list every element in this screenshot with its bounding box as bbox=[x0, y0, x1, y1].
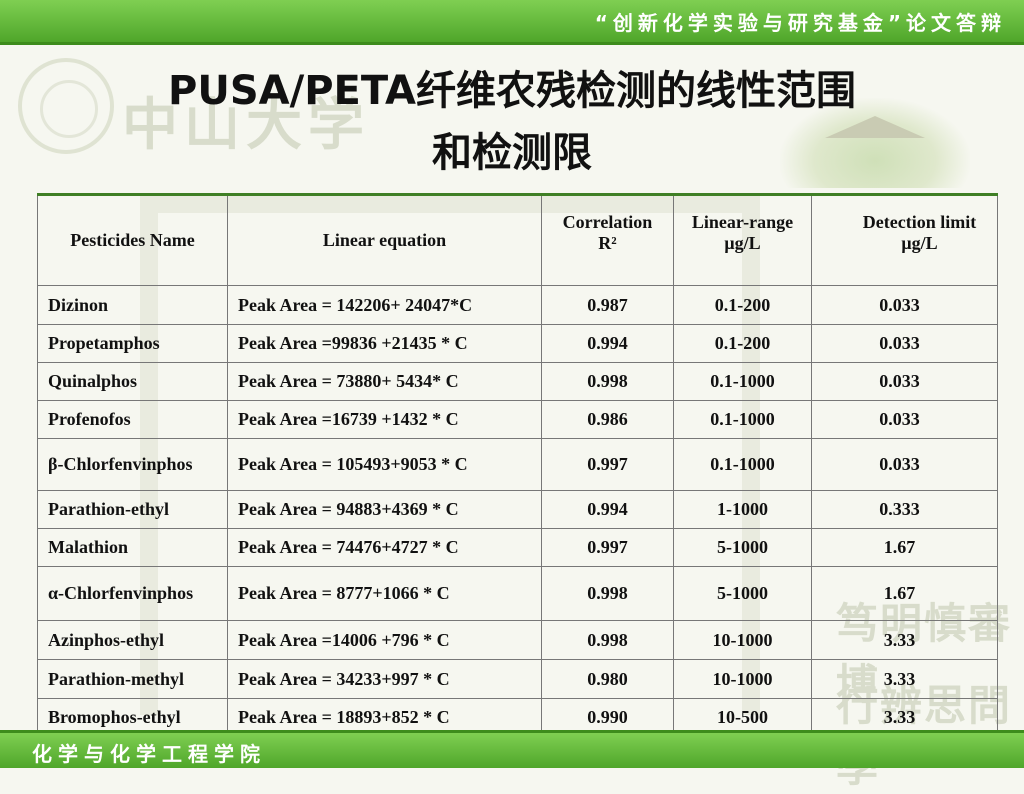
table-row: β-Chlorfenvinphos Peak Area = 105493+9053… bbox=[37, 438, 998, 491]
cell-linear-range: 0.1-200 bbox=[673, 324, 812, 363]
footer-text: 化学与化学工程学院 bbox=[32, 742, 266, 766]
cell-linear-range: 5-1000 bbox=[673, 528, 812, 567]
cell-linear-range: 5-1000 bbox=[673, 566, 812, 621]
header-title: “创新化学实验与研究基金”论文答辩 bbox=[594, 11, 1006, 35]
header-pesticide-name: Pesticides Name bbox=[37, 194, 228, 286]
cell-correlation: 0.998 bbox=[541, 362, 674, 401]
cell-detection-limit: 1.67 bbox=[811, 566, 998, 621]
pavilion-image bbox=[780, 98, 970, 188]
cell-linear-equation: Peak Area = 94883+4369 * C bbox=[227, 490, 542, 529]
cell-linear-range: 0.1-200 bbox=[673, 285, 812, 325]
cell-correlation: 0.994 bbox=[541, 324, 674, 363]
cell-pesticide-name: Propetamphos bbox=[37, 324, 228, 363]
cell-pesticide-name: Malathion bbox=[37, 528, 228, 567]
cell-correlation: 0.997 bbox=[541, 528, 674, 567]
cell-correlation: 0.994 bbox=[541, 490, 674, 529]
cell-linear-equation: Peak Area = 74476+4727 * C bbox=[227, 528, 542, 567]
cell-linear-equation: Peak Area =99836 +21435 * C bbox=[227, 324, 542, 363]
cell-detection-limit: 1.67 bbox=[811, 528, 998, 567]
table-row: Quinalphos Peak Area = 73880+ 5434* C 0.99… bbox=[37, 362, 998, 401]
slide-title-line2: 和检测限 bbox=[432, 130, 592, 176]
cell-correlation: 0.986 bbox=[541, 400, 674, 439]
cell-linear-range: 0.1-1000 bbox=[673, 438, 812, 491]
cell-pesticide-name: Quinalphos bbox=[37, 362, 228, 401]
header-linear-equation: Linear equation bbox=[227, 194, 542, 286]
cell-detection-limit: 0.033 bbox=[811, 285, 998, 325]
table-row: Dizinon Peak Area = 142206+ 24047*C 0.987 0… bbox=[37, 285, 998, 325]
table-header-row: Pesticides Name Linear equation Correlat… bbox=[37, 194, 998, 286]
footer-bar: 化学与化学工程学院 bbox=[0, 730, 1024, 768]
cell-linear-range: 1-1000 bbox=[673, 490, 812, 529]
header-detection-limit: Detection limit μg/L bbox=[811, 194, 998, 286]
cell-pesticide-name: Parathion-methyl bbox=[37, 659, 228, 699]
pesticide-table: Pesticides Name Linear equation Correlat… bbox=[37, 193, 998, 739]
cell-detection-limit: 0.033 bbox=[811, 400, 998, 439]
cell-detection-limit: 0.333 bbox=[811, 490, 998, 529]
cell-linear-range: 0.1-1000 bbox=[673, 362, 812, 401]
cell-correlation: 0.997 bbox=[541, 438, 674, 491]
cell-pesticide-name: Profenofos bbox=[37, 400, 228, 439]
cell-linear-equation: Peak Area = 142206+ 24047*C bbox=[227, 285, 542, 325]
cell-detection-limit: 3.33 bbox=[811, 620, 998, 660]
cell-linear-range: 10-1000 bbox=[673, 620, 812, 660]
cell-pesticide-name: α-Chlorfenvinphos bbox=[37, 566, 228, 621]
header-correlation: Correlation R² bbox=[541, 194, 674, 286]
cell-pesticide-name: β-Chlorfenvinphos bbox=[37, 438, 228, 491]
cell-linear-range: 10-1000 bbox=[673, 659, 812, 699]
table-row: Malathion Peak Area = 74476+4727 * C 0.997… bbox=[37, 528, 998, 567]
cell-linear-range: 0.1-1000 bbox=[673, 400, 812, 439]
header-bar: “创新化学实验与研究基金”论文答辩 bbox=[0, 0, 1024, 45]
slide-title-line1: PUSA/PETA纤维农残检测的线性范围 bbox=[168, 68, 856, 114]
table-row: Parathion-ethyl Peak Area = 94883+4369 * … bbox=[37, 490, 998, 529]
cell-linear-equation: Peak Area = 105493+9053 * C bbox=[227, 438, 542, 491]
table-row: α-Chlorfenvinphos Peak Area = 8777+1066 *… bbox=[37, 566, 998, 621]
cell-detection-limit: 3.33 bbox=[811, 659, 998, 699]
table-row: Profenofos Peak Area =16739 +1432 * C 0.98… bbox=[37, 400, 998, 439]
cell-linear-equation: Peak Area =16739 +1432 * C bbox=[227, 400, 542, 439]
cell-linear-equation: Peak Area = 73880+ 5434* C bbox=[227, 362, 542, 401]
cell-linear-equation: Peak Area = 8777+1066 * C bbox=[227, 566, 542, 621]
cell-linear-equation: Peak Area =14006 +796 * C bbox=[227, 620, 542, 660]
cell-pesticide-name: Parathion-ethyl bbox=[37, 490, 228, 529]
university-seal-watermark bbox=[18, 58, 114, 154]
cell-correlation: 0.998 bbox=[541, 566, 674, 621]
cell-pesticide-name: Azinphos-ethyl bbox=[37, 620, 228, 660]
table-row: Parathion-methyl Peak Area = 34233+997 * … bbox=[37, 659, 998, 699]
cell-correlation: 0.987 bbox=[541, 285, 674, 325]
cell-correlation: 0.980 bbox=[541, 659, 674, 699]
cell-pesticide-name: Dizinon bbox=[37, 285, 228, 325]
cell-correlation: 0.998 bbox=[541, 620, 674, 660]
cell-detection-limit: 0.033 bbox=[811, 324, 998, 363]
cell-detection-limit: 0.033 bbox=[811, 438, 998, 491]
cell-detection-limit: 0.033 bbox=[811, 362, 998, 401]
header-linear-range: Linear-range μg/L bbox=[673, 194, 812, 286]
cell-linear-equation: Peak Area = 34233+997 * C bbox=[227, 659, 542, 699]
